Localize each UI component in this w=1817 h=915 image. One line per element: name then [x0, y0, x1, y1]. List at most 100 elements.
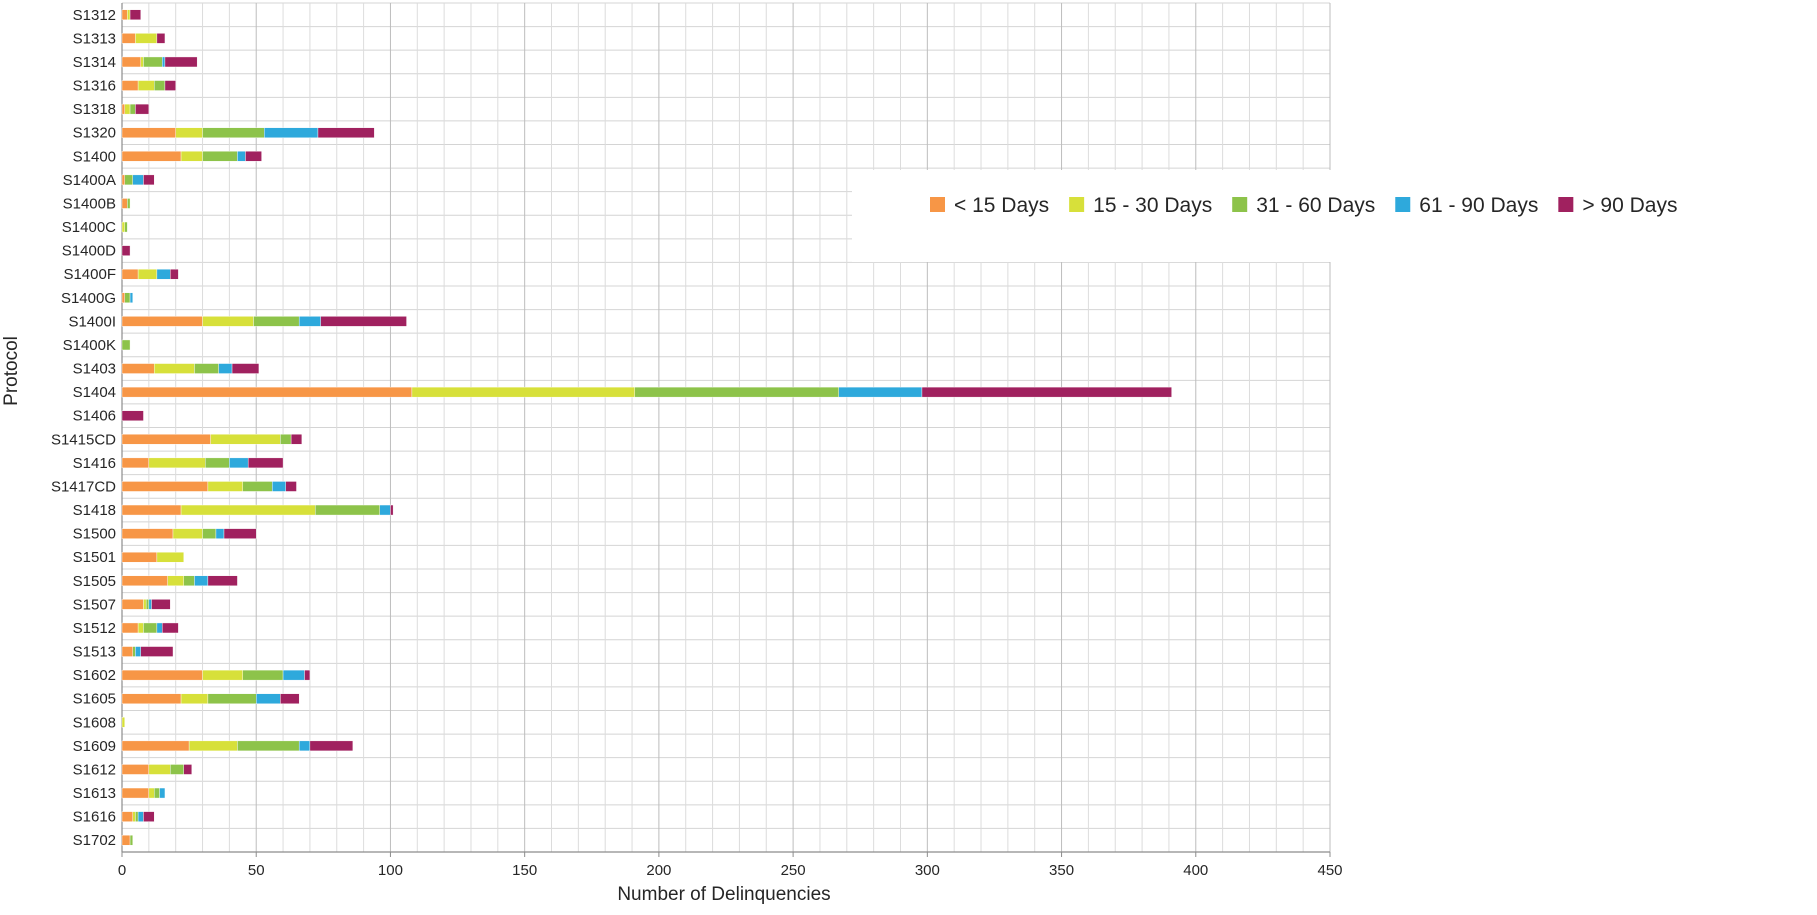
bar-segment [207, 575, 238, 586]
y-tick-label: S1605 [73, 691, 116, 708]
y-tick-label: S1416 [73, 455, 116, 472]
bar-segment [148, 787, 155, 799]
y-tick-label: S1609 [73, 738, 116, 755]
bar-segment [121, 622, 139, 634]
bar-segment [121, 434, 211, 445]
bar-segment [121, 127, 176, 138]
bar-segment [167, 575, 184, 586]
bar-segment [390, 504, 394, 516]
y-tick-label: S1400G [61, 290, 116, 307]
bar-segment [121, 221, 125, 233]
x-tick-label: 0 [118, 862, 126, 879]
legend-label: < 15 Days [954, 194, 1049, 217]
legend: < 15 Days 15 - 30 Days 31 - 60 Days 61 - 90… [852, 170, 1817, 262]
bar-segment [121, 410, 144, 421]
bar-segment [121, 386, 413, 398]
bar-segment [148, 457, 206, 469]
bar-segment [315, 504, 380, 516]
y-tick-label: S1400A [63, 172, 116, 189]
y-tick-label: S1613 [73, 785, 116, 802]
y-tick-label: S1512 [73, 620, 116, 637]
bar-segment [154, 787, 160, 799]
x-tick-label: 450 [1317, 862, 1342, 879]
bar-segment [264, 127, 319, 138]
bar-segment [194, 575, 209, 586]
y-tick-label: S1320 [73, 125, 116, 142]
bar-segment [921, 386, 1172, 398]
y-axis-title: Protocol [1, 336, 22, 406]
bar-segment [237, 740, 300, 752]
y-tick-label: S1316 [73, 78, 116, 95]
bar-segment [172, 528, 203, 539]
bar-segment [135, 811, 139, 822]
bar-segment [121, 269, 139, 280]
bar-segment [137, 269, 158, 280]
y-tick-label: S1400D [62, 243, 116, 260]
x-tick-label: 150 [512, 862, 537, 879]
bar-segment [285, 481, 297, 492]
legend-label: 15 - 30 Days [1093, 194, 1212, 217]
bar-segment [121, 552, 158, 563]
bar-segment [304, 669, 311, 681]
bar-segment [309, 740, 354, 752]
bar-segment [140, 646, 174, 657]
bar-segment [121, 174, 125, 186]
legend-swatch [930, 197, 945, 212]
legend-label: 61 - 90 Days [1419, 194, 1538, 217]
bar-segment [202, 669, 244, 681]
bar-segment [379, 504, 391, 516]
bar-segment [121, 787, 150, 799]
bar-segment [253, 316, 300, 327]
bar-segment [280, 693, 300, 704]
bar-segment [245, 151, 262, 162]
bar-segment [202, 127, 265, 138]
y-tick-label: S1400I [68, 313, 116, 330]
grid-lines [121, 2, 1331, 853]
bar-segment [180, 504, 316, 516]
bar-segment [207, 481, 243, 492]
bar-segment [175, 127, 203, 138]
bar-segment [143, 811, 155, 822]
bar-segment [838, 386, 923, 398]
bar-segment [154, 80, 166, 91]
y-tick-label: S1602 [73, 667, 116, 684]
bar-segment [202, 528, 217, 539]
bar-segment [129, 292, 133, 303]
bar-segment [159, 787, 166, 799]
bar-segment [127, 198, 131, 209]
axes: Number of Delinquencies Protocol S1312 S1… [1, 7, 1343, 905]
bar-segment [124, 292, 131, 303]
bar-segment [121, 646, 133, 657]
x-tick-label: 250 [781, 862, 806, 879]
bar-segment [298, 316, 321, 327]
bar-segment [320, 316, 407, 327]
bar-segment [156, 622, 163, 634]
x-tick-label: 400 [1183, 862, 1208, 879]
bar-segment [148, 599, 152, 610]
bar-segment [156, 269, 171, 280]
legend-swatch [1069, 197, 1085, 212]
bar-segment [121, 457, 150, 469]
bar-segment [140, 56, 144, 68]
x-tick-label: 200 [646, 862, 671, 879]
y-tick-label: S1403 [73, 361, 116, 378]
bar-segment [162, 622, 179, 634]
bar-segment [170, 269, 179, 280]
bar-segment [242, 481, 273, 492]
y-tick-label: S1501 [73, 549, 116, 566]
bar-segment [137, 622, 144, 634]
bar-segment [156, 552, 184, 563]
bar-segment [135, 646, 141, 657]
bar-segment [183, 764, 192, 775]
bar-segment [215, 528, 225, 539]
y-tick-label: S1702 [73, 832, 116, 849]
legend-swatch [1558, 197, 1574, 212]
bar-segment [205, 457, 230, 469]
y-tick-label: S1507 [73, 596, 116, 613]
x-axis-title: Number of Delinquencies [617, 884, 830, 905]
bar-segment [137, 80, 155, 91]
bar-segment [121, 363, 155, 374]
bar-segment [180, 693, 209, 704]
y-tick-label: S1312 [73, 7, 116, 24]
bar-segment [634, 386, 839, 398]
